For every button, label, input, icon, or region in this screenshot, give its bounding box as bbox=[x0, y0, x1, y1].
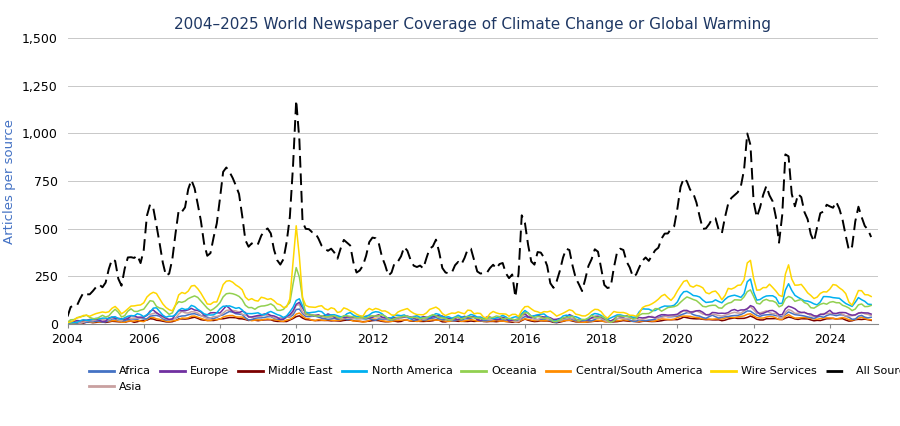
Legend: Africa, Asia, Europe, Middle East, North America, Oceania, Central/South America: Africa, Asia, Europe, Middle East, North… bbox=[89, 366, 900, 392]
Y-axis label: Articles per source: Articles per source bbox=[4, 118, 16, 244]
Title: 2004–2025 World Newspaper Coverage of Climate Change or Global Warming: 2004–2025 World Newspaper Coverage of Cl… bbox=[174, 17, 771, 32]
